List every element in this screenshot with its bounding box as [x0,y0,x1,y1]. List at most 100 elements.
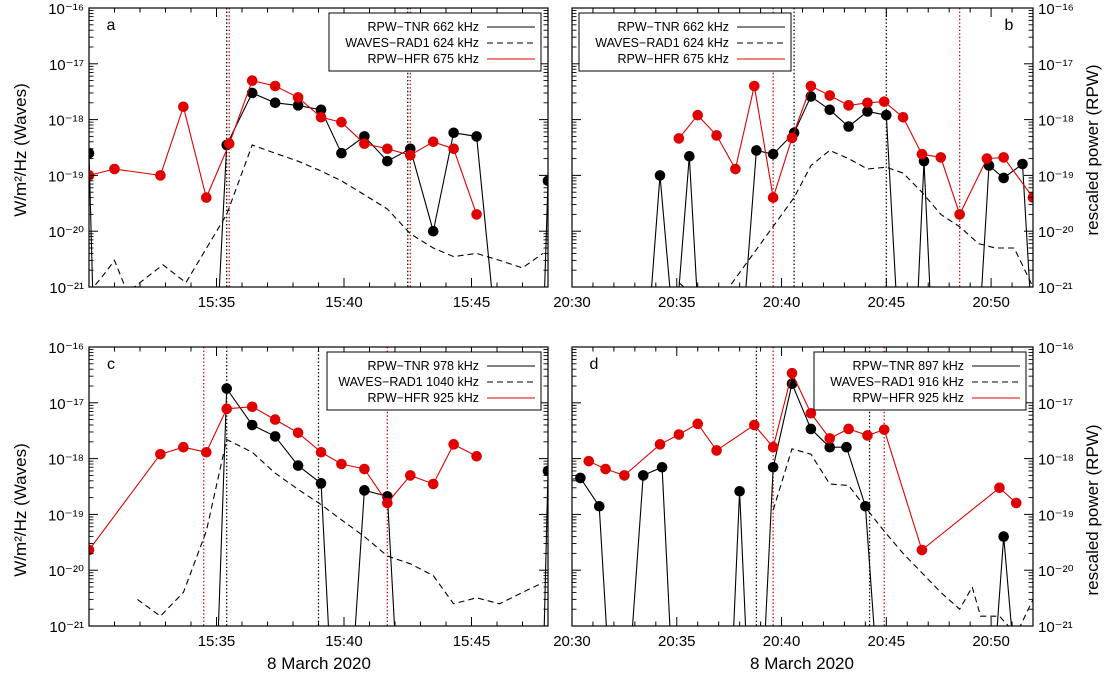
plot-area [556,347,1033,626]
data-point [221,403,232,415]
series-2-line [678,149,1033,287]
data-point [223,138,235,149]
data-point [841,441,852,453]
x-tick-label: 20:45 [868,633,906,650]
y-tick-label: 10⁻²⁰ [48,563,84,580]
data-point [89,147,95,159]
legend-label: RPW−TNR 662 kHz [618,20,729,34]
xlabel-right: 8 March 2020 [750,654,854,673]
data-point [656,461,668,473]
x-tick-label: 20:45 [868,294,906,311]
data-point [935,152,947,163]
legend-label: RPW−TNR 897 kHz [853,359,964,373]
data-point [471,450,482,462]
legend-box [813,351,1027,411]
panel-c: 15:35 15:40 15:45 10⁻²¹ 10⁻²⁰ 10⁻¹⁹ 10⁻¹⁸ 10⁻¹⁷… [48,340,549,650]
data-point [359,138,370,149]
data-point [734,485,745,497]
data-point [1017,158,1028,170]
data-point [359,485,370,496]
data-point [269,80,281,92]
data-point [405,149,416,161]
data-point [359,131,370,142]
data-point [315,478,327,489]
legend-label: RPW−HFR 925 kHz [368,391,479,405]
y-tick-label: 10⁻¹⁸ [48,452,84,469]
y-tick-label: 10⁻¹⁷ [49,57,84,74]
data-point [824,104,836,116]
data-point [673,429,685,440]
y-tick-label: 10⁻²¹ [49,280,84,297]
legend-label: RPW−TNR 662 kHz [368,20,479,34]
legend-box [578,12,792,72]
x-tick-label: 20:35 [658,633,696,650]
x-tick-label: 15:45 [453,633,491,650]
data-point [954,209,965,220]
data-point [843,423,854,435]
right-ylabel-bottom: rescaled power (RPW) [1083,425,1102,596]
panel-letter: c [107,356,115,373]
panel-b: 20:30 20:35 20:40 20:45 20:50 10⁻²¹ 10⁻²⁰ 10⁻¹⁹… [553,1,1074,311]
series-2-line [137,438,544,617]
data-point [448,143,459,155]
plot-area [651,8,1033,287]
data-point [824,433,836,444]
data-point [471,209,482,220]
x-tick-label: 15:35 [198,294,236,311]
data-point [981,153,993,164]
x-tick-label: 20:40 [763,633,801,650]
data-point [178,101,189,113]
data-point [916,148,928,160]
legend: RPW−TNR 662 kHz WAVES−RAD1 624 kHz RPW−HFR… [578,12,792,72]
legend-label: WAVES−RAD1 1040 kHz [338,375,479,389]
data-point [751,145,762,156]
data-point [89,544,95,556]
panel-letter: b [1005,17,1014,34]
legend-label: WAVES−RAD1 624 kHz [595,36,729,50]
data-point [881,109,892,121]
y-tick-label: 10⁻¹⁶ [48,340,84,357]
data-point [427,225,439,237]
data-point [786,378,798,389]
data-point [201,192,212,203]
data-point [711,445,722,456]
data-point [786,367,798,379]
x-tick-label: 15:40 [325,294,363,311]
data-point [843,100,854,111]
y-tick-label-right: 10⁻²¹ [1038,280,1073,297]
data-point [246,401,258,413]
y-tick-label: 10⁻²⁰ [48,224,84,241]
left-ylabel-bottom: W/m²/Hz (Waves) [11,443,30,576]
legend: RPW−TNR 978 kHz WAVES−RAD1 1040 kHz RPW−HF… [326,351,542,411]
legend: RPW−TNR 897 kHz WAVES−RAD1 916 kHz RPW−HFR… [813,351,1027,411]
y-tick-label-right: 10⁻²⁰ [1038,563,1074,580]
legend-label: RPW−HFR 675 kHz [618,52,729,66]
data-point [1010,497,1022,509]
data-point [730,163,741,175]
series-3-line [89,79,478,215]
data-point [556,476,567,487]
y-tick-label-right: 10⁻¹⁸ [1038,113,1074,130]
series-3-line [89,406,477,551]
y-tick-label-right: 10⁻¹⁷ [1038,57,1073,74]
data-point [998,172,1009,184]
data-point [998,531,1009,542]
data-point [201,446,212,458]
data-point [692,109,704,121]
x-tick-label: 15:35 [198,633,236,650]
series-1-line [217,386,548,626]
y-tick-label-right: 10⁻²⁰ [1038,224,1074,241]
x-tick-label: 20:50 [972,633,1010,650]
data-point [575,472,586,484]
data-point [593,500,605,512]
data-point [359,463,370,475]
data-point [998,152,1009,163]
data-point [786,132,798,144]
x-tick-label: 15:45 [453,294,491,311]
data-point [221,383,232,394]
x-tick-label: 20:35 [658,294,696,311]
data-point [292,427,304,439]
data-point [292,460,304,471]
data-point [805,407,817,419]
